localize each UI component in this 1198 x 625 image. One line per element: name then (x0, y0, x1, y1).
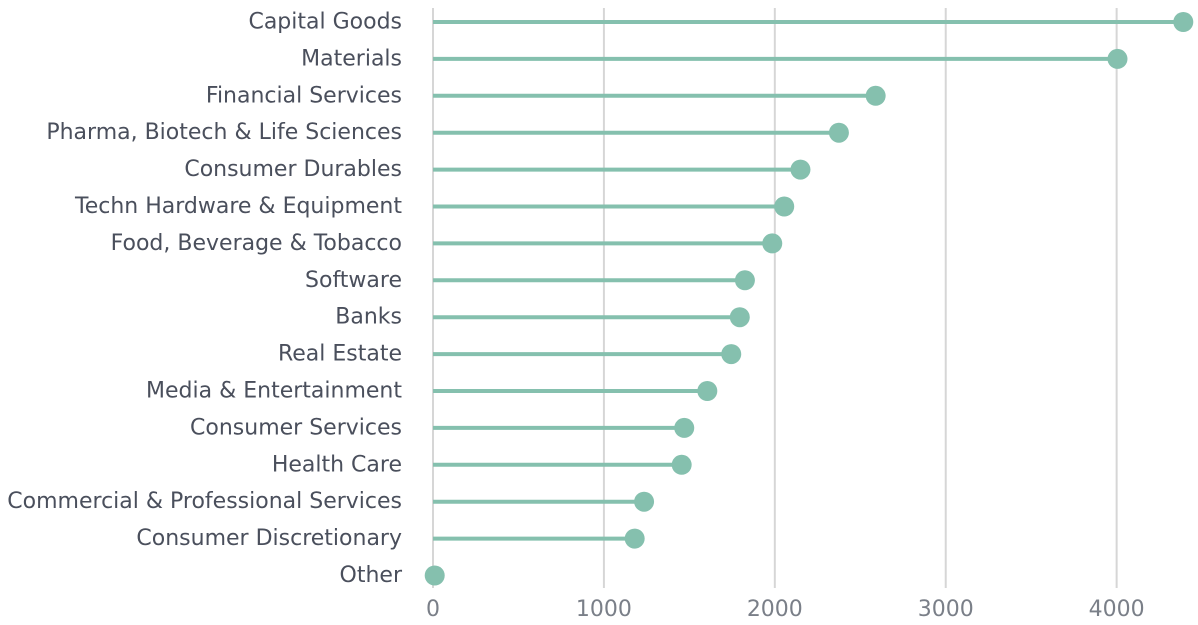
category-label: Consumer Durables (184, 157, 402, 182)
lollipop-dot (1173, 12, 1194, 32)
category-label: Pharma, Biotech & Life Sciences (46, 120, 402, 145)
category-label: Health Care (272, 452, 402, 477)
x-tick-label: 4000 (1089, 597, 1145, 622)
x-tick-label: 3000 (918, 597, 974, 622)
x-axis-ticks: 0 1000 2000 3000 4000 (426, 597, 1145, 622)
category-label: Techn Hardware & Equipment (74, 194, 402, 219)
category-label: Food, Beverage & Tobacco (111, 231, 402, 256)
category-label: Commercial & Professional Services (7, 489, 402, 514)
gridlines (432, 8, 1118, 588)
x-tick-label: 1000 (576, 597, 632, 622)
lollipop-stems (433, 20, 1184, 578)
category-label: Software (305, 268, 402, 293)
lollipop-dot (624, 528, 645, 549)
category-label: Materials (301, 46, 402, 71)
x-tick-label: 2000 (747, 597, 803, 622)
category-label: Media & Entertainment (146, 379, 402, 404)
category-label: Consumer Services (190, 415, 402, 440)
lollipop-dot (762, 233, 783, 254)
lollipop-dot (721, 344, 742, 365)
lollipop-dot (671, 454, 692, 475)
lollipop-dot (424, 565, 445, 586)
lollipop-dot (1107, 48, 1128, 69)
category-label: Other (340, 563, 403, 588)
lollipop-dot (774, 196, 795, 217)
category-label: Capital Goods (248, 10, 402, 35)
lollipop-dot (674, 417, 695, 438)
category-label: Financial Services (206, 83, 402, 108)
lollipop-dot (734, 270, 755, 291)
category-label: Banks (335, 305, 402, 330)
category-label: Real Estate (278, 342, 402, 367)
lollipop-dot (697, 381, 718, 401)
lollipop-dot (828, 122, 849, 143)
category-labels: Capital Goods Materials Financial Services… (7, 10, 403, 589)
lollipop-dot (790, 159, 811, 180)
category-label: Consumer Discretionary (136, 526, 402, 551)
lollipop-dot (634, 491, 655, 512)
x-tick-label: 0 (426, 597, 440, 622)
lollipop-dots (424, 12, 1194, 586)
lollipop-dot (729, 307, 750, 328)
lollipop-dot (865, 85, 886, 106)
